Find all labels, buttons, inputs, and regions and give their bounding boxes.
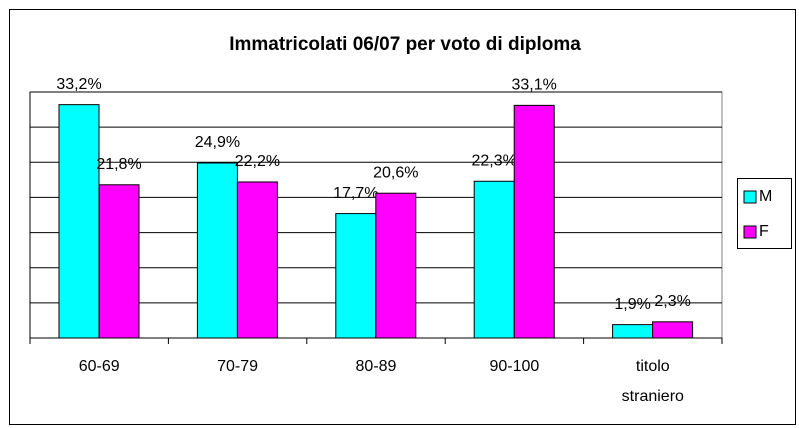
chart-title: Immatricolati 06/07 per voto di diploma (229, 34, 581, 55)
x-tick-label: titolo straniero (622, 358, 684, 405)
legend-swatch (743, 225, 757, 239)
bar (652, 321, 694, 339)
data-label: 22,3% (472, 152, 517, 169)
bar (58, 104, 100, 339)
x-tick-label: 60-69 (79, 358, 120, 375)
bar (513, 104, 555, 339)
x-tick-label: 70-79 (217, 358, 258, 375)
x-tick-label: 90-100 (489, 358, 539, 375)
legend-swatch (743, 190, 757, 204)
bar (612, 324, 654, 339)
data-label: 22,2% (235, 153, 280, 170)
bar (375, 192, 417, 339)
legend-label: F (759, 223, 769, 240)
x-tick-label: 80-89 (356, 358, 397, 375)
data-label: 20,6% (373, 164, 418, 181)
data-label: 21,8% (96, 156, 141, 173)
data-label: 2,3% (654, 293, 690, 310)
data-label: 33,2% (56, 76, 101, 93)
data-label: 1,9% (614, 296, 650, 313)
bar (196, 162, 238, 339)
bar (473, 180, 515, 339)
bar (236, 181, 278, 339)
legend-label: M (759, 188, 772, 205)
bar (98, 184, 140, 339)
data-label: 24,9% (195, 134, 240, 151)
bar (335, 213, 377, 339)
data-label: 33,1% (512, 77, 557, 94)
data-label: 17,7% (333, 185, 378, 202)
